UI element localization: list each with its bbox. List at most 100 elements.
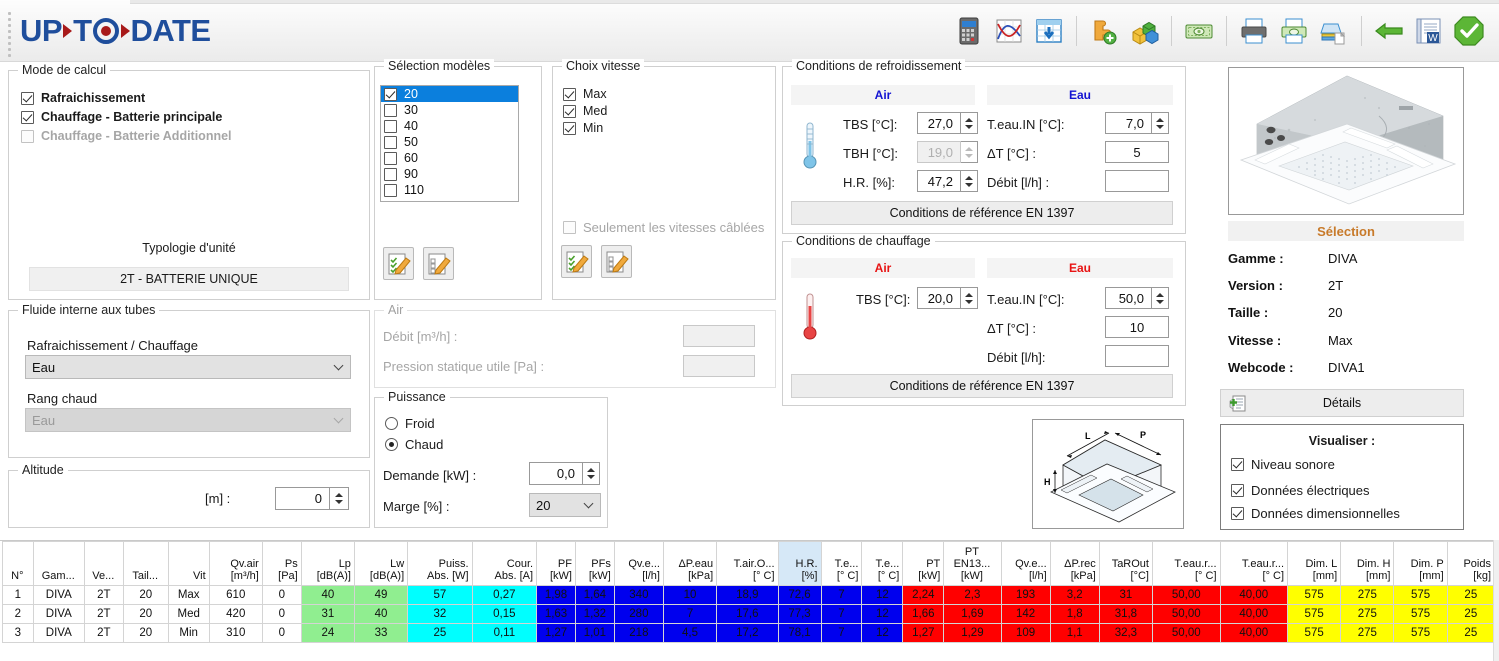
cooling-hr-spinner[interactable] [961, 170, 978, 192]
table-vertical-scrollbar[interactable] [1493, 540, 1499, 661]
heating-tbs-spinner[interactable] [961, 287, 978, 309]
checkbox-donnees-electriques[interactable]: Données électriques [1231, 483, 1370, 498]
spinner-up-icon[interactable] [965, 292, 973, 297]
heating-reference-conditions-button[interactable]: Conditions de référence EN 1397 [791, 374, 1173, 398]
heating-teau-in-spinner[interactable] [1152, 287, 1169, 309]
cooling-teau-in-spinner[interactable] [1152, 112, 1169, 134]
spinner-down-icon[interactable] [965, 182, 973, 187]
model-item-60[interactable]: 60 [381, 150, 518, 166]
spinner-up-icon[interactable] [965, 117, 973, 122]
table-column-header[interactable]: Qv.air [m³/h] [208, 541, 263, 586]
spinner-down-icon[interactable] [335, 500, 343, 504]
cooling-reference-conditions-button[interactable]: Conditions de référence EN 1397 [791, 201, 1173, 225]
checkbox-donnees-dimensionnelles[interactable]: Données dimensionnelles [1231, 506, 1400, 521]
speed-checkbox-max[interactable]: Max [563, 87, 607, 101]
table-column-header[interactable]: Poids [kg] [1446, 541, 1496, 586]
table-row[interactable]: 1 DIVA 2T 20 Max 610 0 40 49 57 0,27 1,98 1,64 340 10 1… [2, 585, 1496, 605]
cooling-deltat-input[interactable]: 5 [1105, 141, 1169, 163]
model-item-30[interactable]: 30 [381, 102, 518, 118]
checkbox-icon[interactable] [384, 151, 397, 165]
spinner-up-icon[interactable] [587, 468, 595, 472]
checkbox-icon[interactable] [384, 119, 397, 133]
checkbox-rafraichissement[interactable]: Rafraichissement [21, 91, 232, 105]
checkbox-icon[interactable] [21, 91, 34, 105]
altitude-input[interactable]: 0 [275, 487, 330, 510]
checkbox-icon[interactable] [384, 183, 397, 197]
heating-tbs-input[interactable]: 20,0 [917, 287, 961, 309]
checkbox-icon[interactable] [563, 87, 576, 101]
toolbar-drag-grip[interactable] [8, 12, 13, 57]
cooling-hr-input[interactable]: 47,2 [917, 170, 961, 192]
table-column-header[interactable]: PT EN13... [kW] [943, 541, 1002, 586]
checkbox-icon[interactable] [384, 135, 397, 149]
table-column-header[interactable]: Dim. P [mm] [1393, 541, 1448, 586]
validate-icon[interactable] [1451, 13, 1487, 49]
table-column-header[interactable]: Ve... [83, 541, 124, 586]
table-column-header[interactable]: Dim. L [mm] [1287, 541, 1342, 586]
checkbox-icon[interactable] [1231, 507, 1244, 520]
table-column-header[interactable]: T.eau.r... [° C] [1219, 541, 1289, 586]
table-column-header[interactable]: H.R. [%] [777, 541, 822, 586]
table-column-header[interactable]: Ps [Pa] [261, 541, 302, 586]
table-column-header[interactable]: Cour. Abs. [A] [471, 541, 538, 586]
checkbox-icon[interactable] [384, 167, 397, 181]
table-column-header[interactable]: N° [2, 541, 34, 586]
table-column-header[interactable]: T.air.O... [° C] [716, 541, 779, 586]
table-column-header[interactable]: Tail... [122, 541, 169, 586]
heating-deltat-input[interactable]: 10 [1105, 316, 1169, 338]
details-button[interactable]: Détails [1220, 389, 1464, 417]
model-item-90[interactable]: 90 [381, 166, 518, 182]
deselect-all-speeds-button[interactable] [601, 245, 632, 278]
table-column-header[interactable]: T.e... [° C] [861, 541, 904, 586]
checkbox-niveau-sonore[interactable]: Niveau sonore [1231, 457, 1335, 472]
spinner-down-icon[interactable] [1156, 124, 1164, 129]
table-column-header[interactable]: PFs [kW] [574, 541, 615, 586]
marge-select[interactable]: 20 [529, 493, 601, 517]
add-accessory-icon[interactable] [1086, 13, 1122, 49]
spinner-up-icon[interactable] [335, 493, 343, 497]
results-table-container[interactable]: N° Gam... Ve... Tail... Vit Qv.air [m³/h] Ps [Pa… [0, 540, 1499, 661]
table-row[interactable]: 2 DIVA 2T 20 Med 420 0 31 40 32 0,15 1,63 1,32 280 7 17… [2, 604, 1496, 624]
word-export-icon[interactable]: W [1411, 13, 1447, 49]
checkbox-icon[interactable] [384, 103, 397, 117]
checkbox-icon[interactable] [21, 110, 34, 124]
spinner-down-icon[interactable] [587, 475, 595, 479]
table-row[interactable]: 3 DIVA 2T 20 Min 310 0 24 33 25 0,11 1,27 1,01 218 4,5… [2, 623, 1496, 643]
checkbox-chauffage-principale[interactable]: Chauffage - Batterie principale [21, 110, 232, 124]
chart-curves-icon[interactable] [991, 13, 1027, 49]
table-column-header[interactable]: T.eau.r... [° C] [1151, 541, 1221, 586]
table-column-header[interactable]: Puiss. Abs. [W] [407, 541, 473, 586]
checkbox-icon[interactable] [1231, 458, 1244, 471]
spinner-up-icon[interactable] [1156, 292, 1164, 297]
spinner-down-icon[interactable] [965, 299, 973, 304]
table-column-header[interactable]: Dim. H [mm] [1340, 541, 1395, 586]
cooling-debit-input[interactable] [1105, 170, 1169, 192]
table-column-header[interactable]: PF [kW] [536, 541, 576, 586]
model-item-40[interactable]: 40 [381, 118, 518, 134]
radio-icon[interactable] [385, 417, 398, 430]
catalog-print-icon[interactable] [1316, 13, 1352, 49]
spinner-up-icon[interactable] [1156, 117, 1164, 122]
radio-froid[interactable]: Froid [385, 416, 435, 431]
cooling-teau-in-input[interactable]: 7,0 [1105, 112, 1152, 134]
print-icon[interactable] [1236, 13, 1272, 49]
back-arrow-icon[interactable] [1371, 13, 1407, 49]
demande-input[interactable]: 0,0 [529, 462, 583, 485]
calculator-icon[interactable] [951, 13, 987, 49]
cooling-tbs-input[interactable]: 27,0 [917, 112, 961, 134]
table-column-header[interactable]: Lw [dB(A)] [353, 541, 409, 586]
checkbox-icon[interactable] [563, 104, 576, 118]
heating-teau-in-input[interactable]: 50,0 [1105, 287, 1152, 309]
money-icon[interactable] [1181, 13, 1217, 49]
checkbox-icon[interactable] [1231, 484, 1244, 497]
table-column-header[interactable]: Gam... [32, 541, 85, 586]
models-listbox[interactable]: 20 30 40 50 60 90 [380, 85, 519, 202]
checkbox-icon[interactable] [563, 121, 576, 135]
checkbox-icon[interactable] [384, 87, 397, 101]
demande-spinner[interactable] [583, 462, 600, 485]
table-column-header[interactable]: ΔP.eau [kPa] [662, 541, 718, 586]
table-column-header[interactable]: Qv.e... [l/h] [1000, 541, 1051, 586]
table-column-header[interactable]: Qv.e... [l/h] [613, 541, 664, 586]
speed-checkbox-med[interactable]: Med [563, 104, 607, 118]
radio-icon[interactable] [385, 438, 398, 451]
